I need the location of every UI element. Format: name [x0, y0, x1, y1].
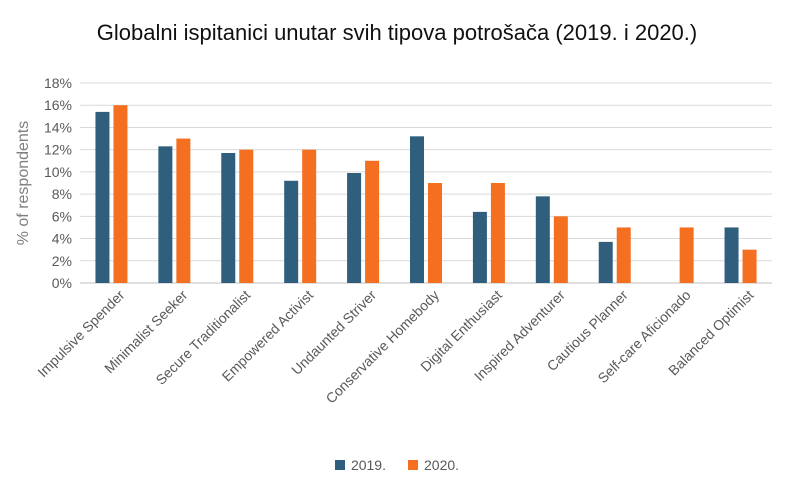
- bar-2020-5: [428, 183, 442, 283]
- y-tick-label: 14%: [44, 119, 72, 135]
- y-axis-label: % of respondents: [15, 121, 32, 246]
- bar-2020-6: [490, 183, 505, 283]
- y-tick-label: 6%: [52, 208, 72, 224]
- bar-2020-0: [113, 105, 128, 283]
- y-tick-label: 2%: [52, 253, 72, 269]
- bar-2019-1: [158, 146, 173, 283]
- bar-2020-2: [239, 149, 254, 283]
- bar-2019-7: [535, 196, 550, 283]
- bars: [95, 105, 757, 283]
- bar-2020-4: [365, 160, 380, 283]
- y-tick-label: 12%: [44, 142, 72, 158]
- legend-label-2020: 2020.: [424, 457, 460, 473]
- gridlines: [80, 82, 772, 284]
- bar-2020-3: [302, 149, 317, 283]
- bar-2019-6: [472, 211, 487, 283]
- legend-swatch-2019: [334, 460, 345, 470]
- legend: 2019. 2020.: [0, 457, 794, 473]
- y-axis-ticks: 0% 2% 4% 6% 8% 10% 12% 14% 16% 18%: [44, 75, 72, 291]
- y-tick-label: 16%: [44, 97, 72, 113]
- bar-2019-4: [347, 173, 362, 283]
- legend-swatch-2020: [408, 460, 418, 470]
- bar-2020-8: [616, 227, 631, 283]
- bar-2019-8: [598, 241, 613, 283]
- chart-title: Globalni ispitanici unutar svih tipova p…: [96, 20, 698, 45]
- y-tick-label: 0%: [52, 275, 72, 291]
- bar-2020-10: [742, 249, 757, 283]
- bar-2019-5: [410, 136, 424, 283]
- legend-label-2019: 2019.: [350, 457, 386, 473]
- y-tick-label: 10%: [44, 164, 72, 180]
- legend-item-2019: 2019.: [334, 457, 386, 473]
- y-tick-label: 8%: [52, 186, 72, 202]
- bar-2020-1: [176, 138, 191, 283]
- legend-item-2020: 2020.: [408, 457, 459, 473]
- bar-2019-2: [221, 153, 236, 283]
- bar-2019-0: [95, 111, 110, 283]
- bar-2020-9: [679, 227, 694, 283]
- bar-2019-10: [724, 227, 739, 283]
- x-tick-label: Conservative Homebody: [322, 287, 442, 407]
- y-tick-label: 18%: [44, 75, 72, 91]
- y-tick-label: 4%: [52, 231, 72, 247]
- bar-2020-7: [553, 216, 568, 283]
- bar-2019-3: [284, 180, 299, 283]
